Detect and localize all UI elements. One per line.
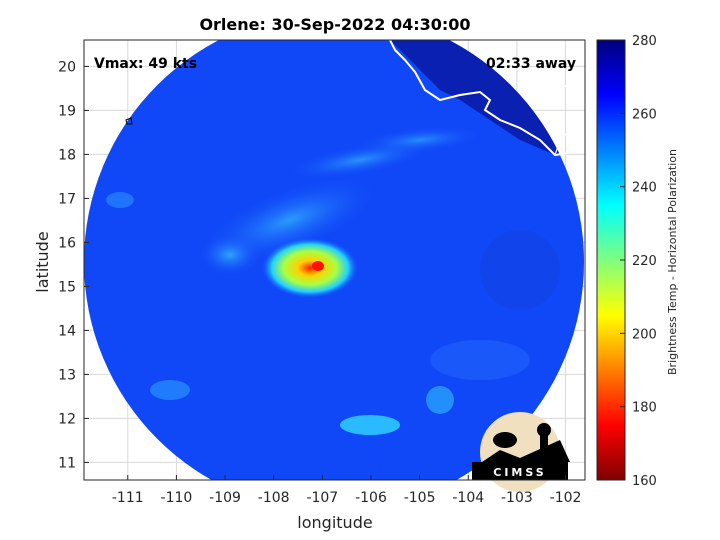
x-axis-label: longitude	[297, 513, 372, 532]
y-tick-label: 16	[58, 235, 76, 251]
colorbar: 160 180 200 220 240 260 280 Brightness Temp - …	[596, 34, 679, 489]
x-axis-ticks: -111 -110 -109 -108 -107 -106 -105 -104 -103 -102	[112, 475, 582, 506]
coastline	[389, 40, 585, 157]
colorbar-label: Brightness Temp - Horizontal Polarizatio…	[666, 149, 679, 375]
y-tick-label: 20	[58, 59, 76, 75]
x-tick-label: -111	[112, 490, 144, 506]
y-tick-label: 13	[58, 367, 76, 383]
plot-area: CIMSS Vmax: 49 kts 02:33 away	[83, 39, 586, 492]
x-tick-label: -108	[258, 490, 290, 506]
y-tick-label: 11	[58, 455, 76, 471]
brightness-temp-swath	[84, 40, 585, 480]
plot-border	[83, 39, 586, 481]
colorbar-tick-label: 200	[632, 327, 657, 342]
x-tick-label: -110	[161, 490, 193, 506]
colorbar-tick-label: 160	[632, 474, 657, 489]
logo-text: CIMSS	[493, 466, 546, 479]
time-away-annotation: 02:33 away	[486, 56, 576, 72]
colorbar-tick-label: 240	[632, 181, 657, 196]
colorbar-tick-label: 220	[632, 254, 657, 269]
colorbar-tick-label: 180	[632, 401, 657, 416]
y-tick-label: 17	[58, 191, 76, 207]
x-tick-label: -109	[209, 490, 241, 506]
x-tick-label: -107	[306, 490, 338, 506]
x-tick-label: -105	[404, 490, 436, 506]
y-tick-label: 14	[58, 323, 76, 339]
x-tick-label: -104	[452, 490, 484, 506]
island-outline	[125, 117, 133, 125]
colorbar-ticks: 160 180 200 220 240 260 280	[620, 34, 657, 489]
chart-title: Orlene: 30-Sep-2022 04:30:00	[199, 15, 470, 34]
cimss-logo: CIMSS	[472, 412, 570, 492]
x-tick-label: -103	[501, 490, 533, 506]
vmax-annotation: Vmax: 49 kts	[94, 56, 197, 72]
y-tick-label: 19	[58, 103, 76, 119]
colorbar-tick-label: 260	[632, 107, 657, 122]
y-tick-label: 18	[58, 147, 76, 163]
colorbar-tick-label: 280	[632, 34, 657, 49]
x-tick-label: -102	[550, 490, 582, 506]
coastline-inland	[554, 40, 585, 156]
y-tick-label: 12	[58, 411, 76, 427]
y-axis-ticks: 11 12 13 14 15 16 17 18 19 20	[58, 59, 89, 471]
y-tick-label: 15	[58, 279, 76, 295]
x-tick-label: -106	[355, 490, 387, 506]
y-axis-label: latitude	[33, 231, 52, 292]
